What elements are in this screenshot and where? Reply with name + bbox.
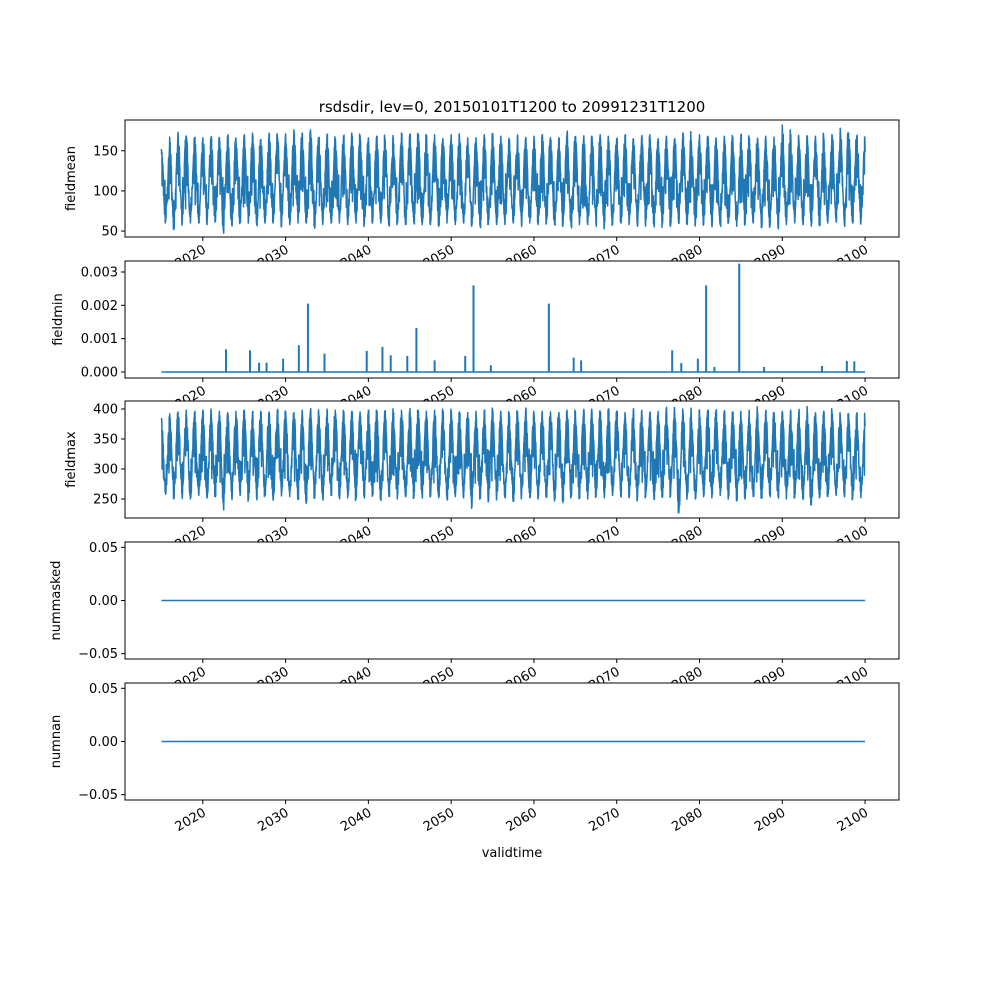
series-line-fieldmean <box>160 124 866 234</box>
y-tick-label: −0.05 <box>78 788 118 803</box>
y-tick-label: 0.05 <box>89 541 118 556</box>
axes-frame <box>124 260 900 379</box>
x-tick-label: 2050 <box>421 805 457 835</box>
y-tick-label: 250 <box>93 492 118 507</box>
panel-numnan: −0.05 0.00 0.05 numnan 2020 2030 2040 2050 2060 2… <box>49 682 900 835</box>
y-tick-label: −0.05 <box>78 647 118 662</box>
x-tick-label: 2090 <box>752 805 788 835</box>
y-tick-label: 350 <box>93 432 118 447</box>
chart-title: rsdsdir, lev=0, 20150101T1200 to 2099123… <box>319 98 706 116</box>
x-tick-label: 2070 <box>587 805 623 835</box>
y-tick-label: 0.00 <box>89 735 118 750</box>
x-axis-label: validtime <box>482 846 543 861</box>
axes-frame <box>124 119 900 238</box>
y-axis-label: fieldmin <box>51 293 66 346</box>
y-tick-label: 0.002 <box>81 299 118 314</box>
y-tick-label: 150 <box>93 144 118 159</box>
y-axis-label: nummasked <box>49 561 64 641</box>
y-axis-label: fieldmax <box>64 431 79 488</box>
y-tick-label: 0.003 <box>81 266 118 281</box>
y-tick-label: 0.00 <box>89 594 118 609</box>
y-tick-label: 50 <box>101 225 118 240</box>
x-tick-label: 2030 <box>255 805 291 835</box>
y-tick-label: 0.000 <box>81 366 118 381</box>
y-axis-label: numnan <box>49 715 64 769</box>
y-tick-label: 300 <box>93 462 118 477</box>
x-tick-label: 2040 <box>338 805 374 835</box>
x-tick-label: 2080 <box>669 805 705 835</box>
y-axis-label: fieldmean <box>64 146 79 211</box>
y-tick-label: 400 <box>93 402 118 417</box>
x-tick-label: 2020 <box>173 805 209 835</box>
x-tick-label: 2100 <box>835 805 871 835</box>
series-line-fieldmax <box>160 405 866 514</box>
y-tick-label: 0.05 <box>89 682 118 697</box>
axes-frame <box>124 400 900 519</box>
y-tick-label: 100 <box>93 184 118 199</box>
axes-background <box>125 261 899 378</box>
x-tick-label: 2060 <box>504 805 540 835</box>
y-tick-label: 0.001 <box>81 332 118 347</box>
